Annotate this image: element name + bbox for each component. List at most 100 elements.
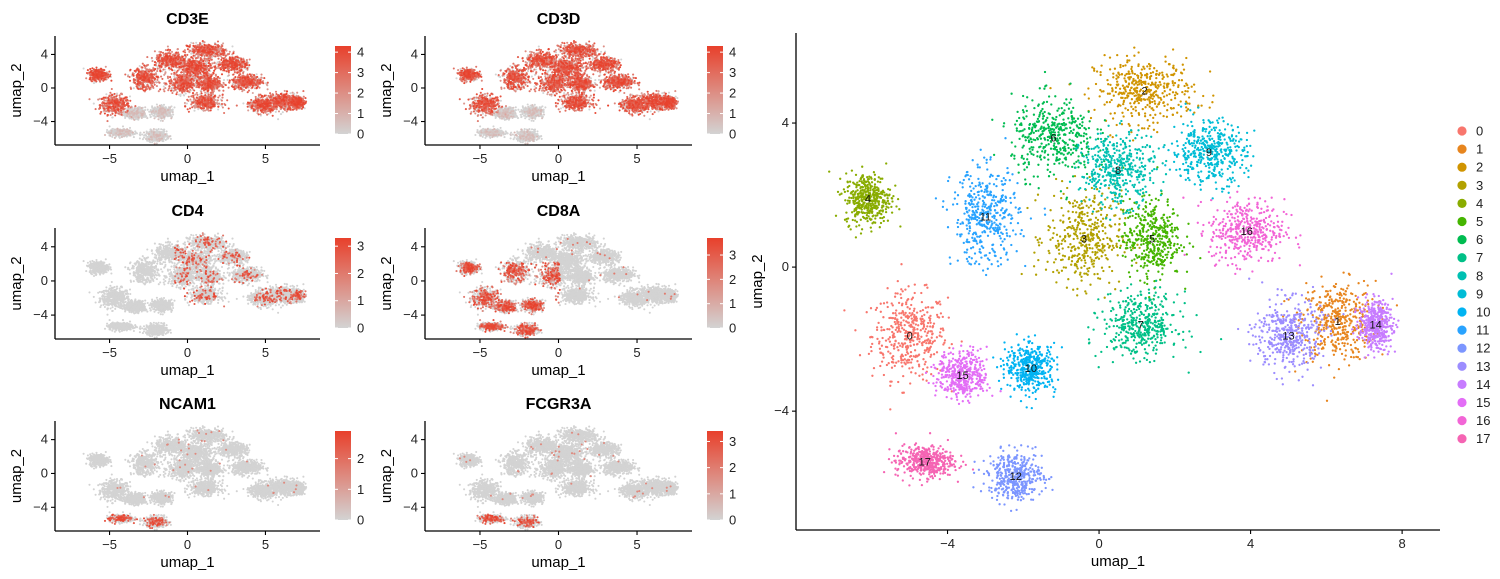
cell-point xyxy=(155,128,157,130)
cell-point xyxy=(146,117,148,119)
cell-point xyxy=(149,114,151,116)
cell-point xyxy=(217,108,219,110)
cell-point xyxy=(133,119,135,121)
cell-point xyxy=(151,131,153,133)
cell-point xyxy=(154,106,156,108)
cell-point xyxy=(191,52,193,54)
cell-point xyxy=(147,109,149,111)
cell-point xyxy=(111,136,113,138)
cell-point xyxy=(227,79,229,81)
cell-point xyxy=(142,138,144,140)
cell-point xyxy=(170,138,172,140)
cell-point xyxy=(122,111,124,113)
cell-point xyxy=(119,133,121,135)
cell-point xyxy=(172,114,174,116)
cell-point xyxy=(139,106,141,108)
cell-point xyxy=(104,134,106,136)
cell-point xyxy=(151,107,153,109)
cell-point xyxy=(144,106,146,108)
cell-point xyxy=(134,130,136,132)
cell-point xyxy=(145,138,147,140)
cell-point xyxy=(111,130,113,132)
cell-point xyxy=(115,132,117,134)
cell-point xyxy=(151,133,153,135)
cell-point xyxy=(151,138,153,140)
cell-point xyxy=(161,140,163,142)
cell-point xyxy=(185,93,187,95)
cell-point xyxy=(111,116,113,118)
cell-point xyxy=(156,103,158,105)
cell-point xyxy=(256,73,258,75)
cell-point xyxy=(161,113,163,115)
cell-point xyxy=(162,136,164,138)
cell-point xyxy=(134,112,136,114)
cell-point xyxy=(231,45,233,47)
cell-point xyxy=(159,138,161,140)
cell-point xyxy=(223,79,225,81)
cell-point xyxy=(109,125,111,127)
cell-point xyxy=(173,106,175,108)
cell-point xyxy=(116,92,118,94)
cell-point xyxy=(168,135,170,137)
cell-point xyxy=(106,129,108,131)
cell-point xyxy=(149,138,151,140)
cell-point xyxy=(155,110,157,112)
cell-point xyxy=(163,85,165,87)
cell-point xyxy=(170,117,172,119)
cell-point xyxy=(252,92,254,94)
cell-point xyxy=(157,115,159,117)
cell-point xyxy=(128,117,130,119)
cell-point xyxy=(153,128,155,130)
cell-point xyxy=(168,112,170,114)
cell-point xyxy=(148,133,150,135)
cell-point xyxy=(154,143,156,145)
cell-point xyxy=(157,106,159,108)
cell-point xyxy=(193,110,195,112)
cell-point xyxy=(129,95,131,97)
cell-point xyxy=(93,82,95,84)
cell-point xyxy=(167,109,169,111)
cell-point xyxy=(228,74,230,76)
cell-point xyxy=(137,117,139,119)
cell-point xyxy=(162,107,164,109)
cell-point xyxy=(135,111,137,113)
cell-point xyxy=(143,110,145,112)
cell-point xyxy=(151,113,153,115)
cell-point xyxy=(151,111,153,113)
cell-point xyxy=(146,132,148,134)
cell-point xyxy=(118,136,120,138)
cell-point xyxy=(153,132,155,134)
cell-point xyxy=(158,112,160,114)
cell-point xyxy=(179,95,181,97)
cell-point xyxy=(143,131,145,133)
cell-point xyxy=(105,93,107,95)
cell-point xyxy=(114,137,116,139)
cell-point xyxy=(125,134,127,136)
cell-point xyxy=(139,133,141,135)
cell-point xyxy=(128,129,130,131)
cell-point xyxy=(137,107,139,109)
cell-point xyxy=(150,116,152,118)
cell-point xyxy=(183,94,185,96)
cell-point xyxy=(172,111,174,113)
cell-point xyxy=(161,117,163,119)
cell-point xyxy=(164,133,166,135)
cell-point xyxy=(166,130,168,132)
cell-point xyxy=(195,42,197,44)
cell-point xyxy=(161,138,163,140)
cell-point xyxy=(277,118,279,120)
cell-point xyxy=(197,108,199,110)
cell-point xyxy=(156,139,158,141)
cell-point xyxy=(156,142,158,144)
cell-point xyxy=(282,111,284,113)
cell-point xyxy=(190,42,192,44)
cell-point xyxy=(163,104,165,106)
cell-point xyxy=(133,87,135,89)
cell-point xyxy=(149,141,151,143)
cell-point xyxy=(112,134,114,136)
cell-point xyxy=(186,102,188,104)
cell-point xyxy=(160,120,162,122)
cell-point xyxy=(131,111,133,113)
